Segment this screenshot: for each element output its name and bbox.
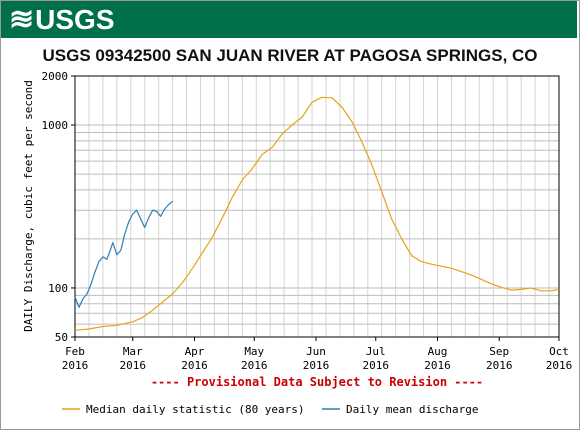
x-tick-year-label: 2016 [486,359,513,372]
x-tick-month-label: Jun [306,345,326,358]
legend-daily-mean-label: Daily mean discharge [346,403,478,416]
y-tick-label: 1000 [42,119,69,132]
series-group [74,96,560,331]
y-tick-label: 2000 [42,70,69,83]
x-tick-year-label: 2016 [181,359,208,372]
y-axis-label: DAILY Discharge, cubic feet per second [22,80,35,332]
x-tick-year-label: 2016 [303,359,330,372]
x-tick-month-label: Oct [549,345,569,358]
x-tick-month-label: Aug [428,345,448,358]
x-tick-month-label: Sep [489,345,509,358]
chart-legend: Median daily statistic (80 years) Daily m… [62,403,478,416]
y-tick-label: 100 [48,282,68,295]
x-tick-month-label: Feb [65,345,85,358]
usgs-logo-text: USGS [35,4,115,35]
chart-grid [75,76,559,337]
usgs-logo-mark-icon: ≋ [9,3,35,36]
plot-area [74,75,560,338]
median-daily-line [74,96,560,331]
chart-title: USGS 09342500 SAN JUAN RIVER AT PAGOSA S… [42,46,537,65]
y-axis-ticks: 50 100 1000 2000 [42,70,75,344]
x-tick-year-label: 2016 [62,359,89,372]
y-tick-label: 50 [55,331,68,344]
x-tick-month-label: May [244,345,264,358]
x-tick-month-label: Jul [366,345,386,358]
usgs-header-banner: ≋USGS [1,1,577,38]
x-tick-year-label: 2016 [363,359,390,372]
legend-median-label: Median daily statistic (80 years) [86,403,305,416]
provisional-annotation: ---- Provisional Data Subject to Revisio… [151,375,483,389]
x-tick-month-label: Apr [185,345,205,358]
x-tick-year-label: 2016 [546,359,573,372]
x-axis-ticks: Feb2016Mar2016Apr2016May2016Jun2016Jul20… [62,337,573,372]
x-tick-month-label: Mar [123,345,143,358]
x-tick-year-label: 2016 [241,359,268,372]
x-tick-year-label: 2016 [424,359,451,372]
daily-mean-line [74,200,173,308]
usgs-logo[interactable]: ≋USGS [9,4,115,36]
x-tick-year-label: 2016 [120,359,147,372]
